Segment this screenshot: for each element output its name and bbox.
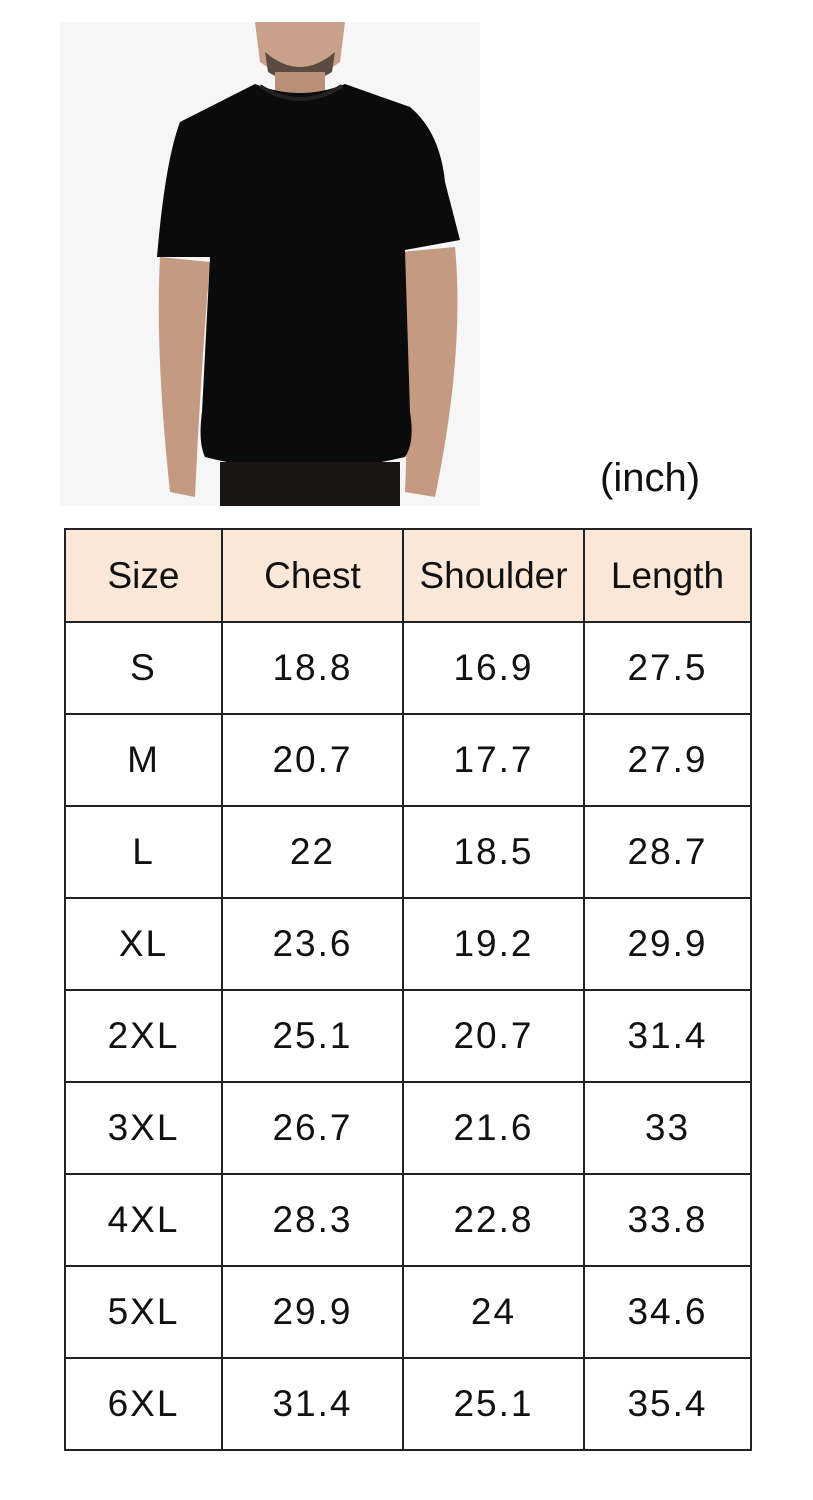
table-row: L 22 18.5 28.7 xyxy=(64,805,752,899)
table-cell: 31.4 xyxy=(583,989,752,1083)
table-cell: 31.4 xyxy=(221,1357,404,1451)
header-cell: Shoulder xyxy=(402,528,585,623)
table-row: 6XL 31.4 25.1 35.4 xyxy=(64,1357,752,1451)
table-row: 3XL 26.7 21.6 33 xyxy=(64,1081,752,1175)
table-cell: 27.9 xyxy=(583,713,752,807)
table-cell: 22 xyxy=(221,805,404,899)
table-cell: 34.6 xyxy=(583,1265,752,1359)
table-cell: 28.7 xyxy=(583,805,752,899)
header-cell: Chest xyxy=(221,528,404,623)
table-cell: 19.2 xyxy=(402,897,585,991)
table-cell: 24 xyxy=(402,1265,585,1359)
table-cell: L xyxy=(64,805,223,899)
table-row: XL 23.6 19.2 29.9 xyxy=(64,897,752,991)
table-cell: 25.1 xyxy=(402,1357,585,1451)
table-cell: 20.7 xyxy=(402,989,585,1083)
table-cell: 16.9 xyxy=(402,621,585,715)
table-cell: 20.7 xyxy=(221,713,404,807)
header-cell: Length xyxy=(583,528,752,623)
table-cell: 18.8 xyxy=(221,621,404,715)
table-cell: XL xyxy=(64,897,223,991)
table-row: 4XL 28.3 22.8 33.8 xyxy=(64,1173,752,1267)
header-cell: Size xyxy=(64,528,223,623)
table-cell: 33 xyxy=(583,1081,752,1175)
table-cell: 33.8 xyxy=(583,1173,752,1267)
table-cell: 5XL xyxy=(64,1265,223,1359)
table-cell: M xyxy=(64,713,223,807)
table-cell: 25.1 xyxy=(221,989,404,1083)
table-cell: 28.3 xyxy=(221,1173,404,1267)
table-row: S 18.8 16.9 27.5 xyxy=(64,621,752,715)
table-cell: 23.6 xyxy=(221,897,404,991)
table-cell: 18.5 xyxy=(402,805,585,899)
table-cell: 29.9 xyxy=(583,897,752,991)
table-cell: 26.7 xyxy=(221,1081,404,1175)
table-cell: 17.7 xyxy=(402,713,585,807)
unit-label: (inch) xyxy=(600,456,701,500)
table-row: 2XL 25.1 20.7 31.4 xyxy=(64,989,752,1083)
table-row: M 20.7 17.7 27.9 xyxy=(64,713,752,807)
table-cell: 2XL xyxy=(64,989,223,1083)
table-cell: 22.8 xyxy=(402,1173,585,1267)
table-cell: 6XL xyxy=(64,1357,223,1451)
table-row: 5XL 29.9 24 34.6 xyxy=(64,1265,752,1359)
table-cell: 35.4 xyxy=(583,1357,752,1451)
model-tshirt-photo xyxy=(60,22,480,506)
table-cell: 27.5 xyxy=(583,621,752,715)
header-row: Size Chest Shoulder Length xyxy=(64,528,752,623)
size-chart-table: Size Chest Shoulder Length S 18.8 16.9 27.5 M 20.… xyxy=(64,528,752,1451)
table-cell: S xyxy=(64,621,223,715)
table-cell: 3XL xyxy=(64,1081,223,1175)
table-cell: 4XL xyxy=(64,1173,223,1267)
table-cell: 29.9 xyxy=(221,1265,404,1359)
table-cell: 21.6 xyxy=(402,1081,585,1175)
